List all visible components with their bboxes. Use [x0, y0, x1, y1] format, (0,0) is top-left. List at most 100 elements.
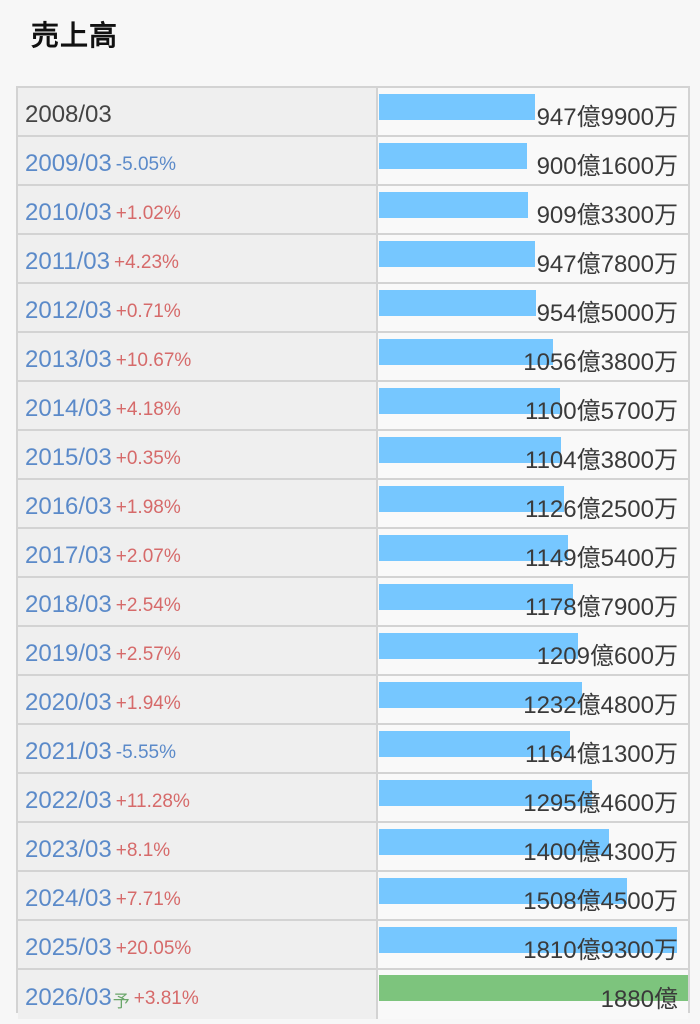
year-label[interactable]: 2017/03 [25, 541, 112, 569]
value-cell: 947億9900万 [378, 88, 688, 135]
table-row: 2012/03 +0.71% 954億5000万 [18, 284, 688, 333]
year-label[interactable]: 2012/03 [25, 296, 112, 324]
value-label: 947億7800万 [536, 251, 678, 278]
value-cell: 1209億600万 [378, 627, 688, 674]
sales-bar [379, 486, 564, 512]
year-cell: 2011/03 +4.23% [18, 235, 378, 282]
change-percent: -5.05% [115, 153, 176, 175]
value-cell: 909億3300万 [378, 186, 688, 233]
table-row: 2020/03 +1.94% 1232億4800万 [18, 676, 688, 725]
change-percent: +1.94% [115, 692, 181, 714]
change-percent: +1.98% [115, 496, 181, 518]
table-row: 2025/03 +20.05% 1810億9300万 [18, 921, 688, 970]
value-cell: 1232億4800万 [378, 676, 688, 723]
sales-bar [379, 829, 609, 855]
table-row: 2009/03 -5.05% 900億1600万 [18, 137, 688, 186]
change-percent: +1.02% [115, 202, 181, 224]
value-cell: 954億5000万 [378, 284, 688, 331]
year-cell: 2015/03 +0.35% [18, 431, 378, 478]
year-cell: 2024/03 +7.71% [18, 872, 378, 919]
value-label: 1295億4600万 [523, 790, 678, 817]
sales-bar [379, 192, 528, 218]
value-label: 1178億7900万 [525, 594, 678, 621]
year-cell: 2010/03 +1.02% [18, 186, 378, 233]
change-percent: +20.05% [115, 937, 192, 959]
page-title: 売上高 [31, 19, 119, 52]
value-cell: 1126億2500万 [378, 480, 688, 527]
value-cell: 947億7800万 [378, 235, 688, 282]
table-row: 2013/03 +10.67% 1056億3800万 [18, 333, 688, 382]
year-cell: 2021/03 -5.55% [18, 725, 378, 772]
value-label: 1056億3800万 [523, 349, 678, 376]
value-label: 1209億600万 [536, 643, 678, 670]
table-row: 2018/03 +2.54% 1178億7900万 [18, 578, 688, 627]
value-label: 1400億4300万 [523, 839, 678, 866]
table-row: 2010/03 +1.02% 909億3300万 [18, 186, 688, 235]
year-label[interactable]: 2011/03 [25, 247, 110, 275]
change-percent: +8.1% [115, 839, 171, 861]
year-label: 2008/03 [25, 100, 112, 128]
year-cell: 2022/03 +11.28% [18, 774, 378, 821]
year-label[interactable]: 2014/03 [25, 394, 112, 422]
sales-bar [379, 927, 677, 953]
year-label[interactable]: 2023/03 [25, 835, 112, 863]
value-cell: 1810億9300万 [378, 921, 688, 968]
year-label[interactable]: 2025/03 [25, 933, 112, 961]
year-label[interactable]: 2018/03 [25, 590, 112, 618]
forecast-bar [379, 975, 688, 1001]
value-label: 1100億5700万 [525, 398, 678, 425]
change-percent: +4.18% [115, 398, 181, 420]
year-label[interactable]: 2019/03 [25, 639, 112, 667]
year-label[interactable]: 2021/03 [25, 737, 112, 765]
year-label[interactable]: 2013/03 [25, 345, 112, 373]
change-percent: +3.81% [133, 987, 199, 1009]
change-percent: +2.07% [115, 545, 181, 567]
value-label: 947億9900万 [536, 104, 678, 131]
sales-bar [379, 878, 627, 904]
value-label: 1810億9300万 [523, 937, 678, 964]
sales-bar [379, 780, 592, 806]
year-label[interactable]: 2015/03 [25, 443, 112, 471]
sales-bar [379, 143, 527, 169]
year-cell: 2025/03 +20.05% [18, 921, 378, 968]
year-label[interactable]: 2009/03 [25, 149, 112, 177]
year-label[interactable]: 2016/03 [25, 492, 112, 520]
table-row: 2008/03 947億9900万 [18, 88, 688, 137]
table-row: 2011/03 +4.23% 947億7800万 [18, 235, 688, 284]
table-row: 2017/03 +2.07% 1149億5400万 [18, 529, 688, 578]
value-cell: 1056億3800万 [378, 333, 688, 380]
value-cell: 1880億 [378, 970, 688, 1019]
table-row: 2015/03 +0.35% 1104億3800万 [18, 431, 688, 480]
value-label: 1104億3800万 [525, 447, 678, 474]
value-label: 1508億4500万 [523, 888, 678, 915]
value-label: 909億3300万 [536, 202, 678, 229]
table-row: 2026/03 予 +3.81% 1880億 [18, 970, 688, 1019]
year-label[interactable]: 2024/03 [25, 884, 112, 912]
year-label[interactable]: 2026/03 [25, 983, 112, 1011]
year-label[interactable]: 2010/03 [25, 198, 112, 226]
sales-bar [379, 388, 560, 414]
year-cell: 2013/03 +10.67% [18, 333, 378, 380]
year-cell: 2016/03 +1.98% [18, 480, 378, 527]
sales-bar [379, 290, 536, 316]
table-row: 2016/03 +1.98% 1126億2500万 [18, 480, 688, 529]
change-percent: +7.71% [115, 888, 181, 910]
table-row: 2014/03 +4.18% 1100億5700万 [18, 382, 688, 431]
year-cell: 2008/03 [18, 88, 378, 135]
value-cell: 1164億1300万 [378, 725, 688, 772]
value-cell: 1400億4300万 [378, 823, 688, 870]
year-cell: 2026/03 予 +3.81% [18, 970, 378, 1019]
value-cell: 1104億3800万 [378, 431, 688, 478]
year-label[interactable]: 2022/03 [25, 786, 112, 814]
value-label: 954億5000万 [536, 300, 678, 327]
change-percent: +4.23% [113, 251, 179, 273]
forecast-marker: 予 [112, 991, 130, 1012]
sales-bar [379, 731, 570, 757]
year-label[interactable]: 2020/03 [25, 688, 112, 716]
year-cell: 2018/03 +2.54% [18, 578, 378, 625]
sales-bar [379, 682, 582, 708]
change-percent: +0.71% [115, 300, 181, 322]
year-cell: 2014/03 +4.18% [18, 382, 378, 429]
change-percent: -5.55% [115, 741, 176, 763]
sales-bar [379, 94, 535, 120]
